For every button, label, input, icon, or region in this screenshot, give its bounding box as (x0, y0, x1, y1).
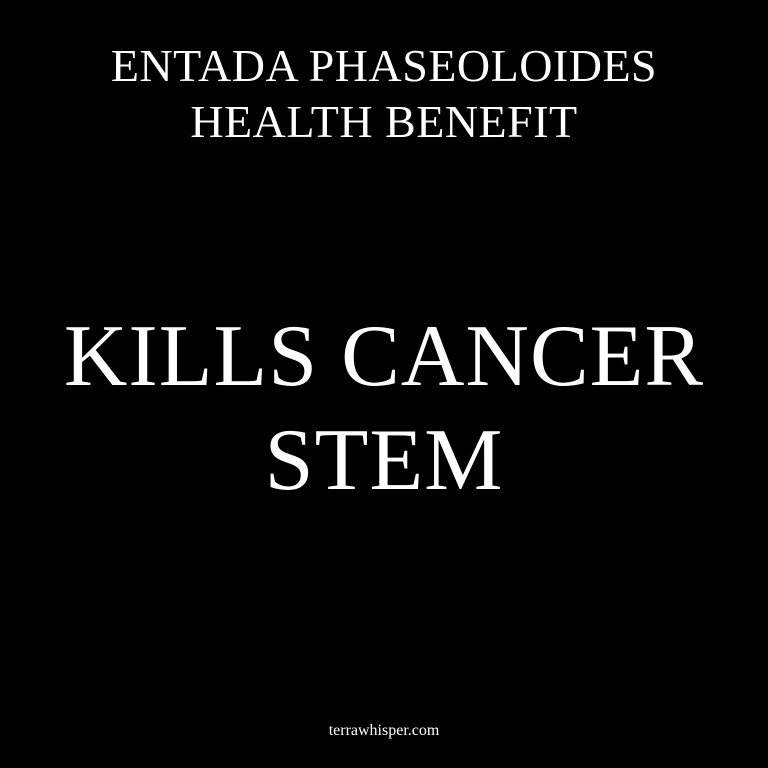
site-watermark: terrawhisper.com (328, 722, 440, 739)
plant-name: ENTADA PHASEOLOIDES (110, 40, 658, 91)
benefit-line-1: KILLS CANCER (63, 308, 705, 405)
subtitle: HEALTH BENEFIT (190, 96, 578, 147)
benefit-headline: KILLS CANCER STEM (0, 305, 768, 513)
plant-title: ENTADA PHASEOLOIDES HEALTH BENEFIT (0, 38, 768, 150)
benefit-line-2: STEM (264, 412, 504, 509)
